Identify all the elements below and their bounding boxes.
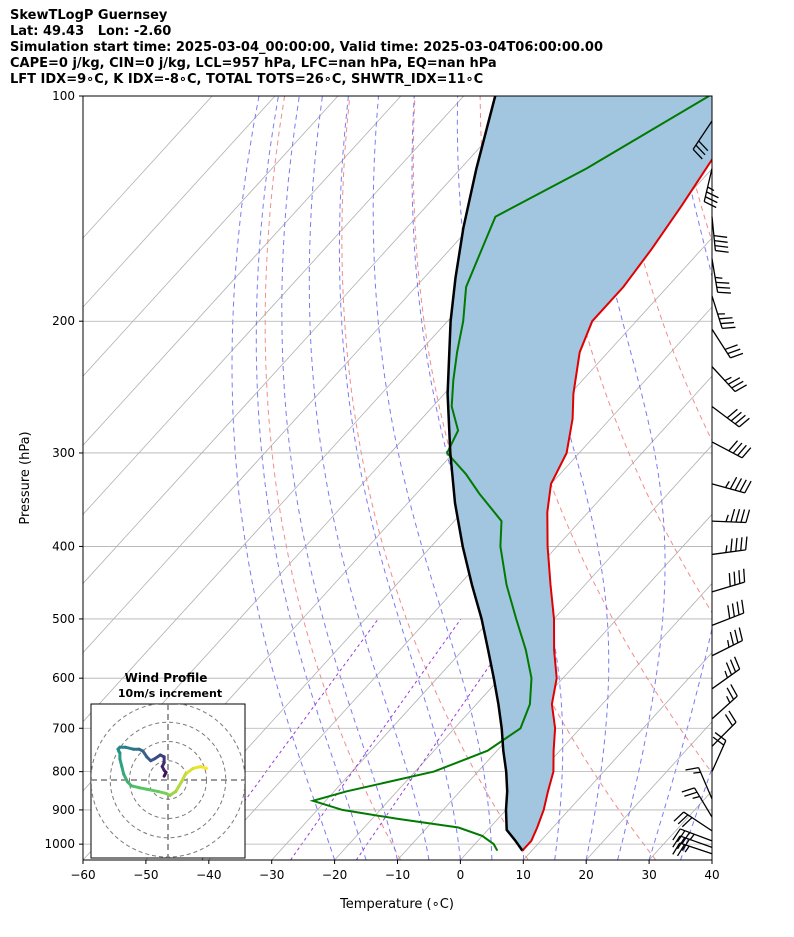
isotherm-line xyxy=(775,96,794,860)
dry-adiabat xyxy=(741,96,794,860)
y-tick-label: 700 xyxy=(52,721,75,735)
y-tick-label: 900 xyxy=(52,803,75,817)
isotherm-line xyxy=(523,652,712,860)
moist-adiabat xyxy=(255,96,367,860)
moist-adiabat xyxy=(281,96,398,860)
parcel-path-line xyxy=(446,96,524,852)
hodograph-trace-segment xyxy=(183,766,195,776)
y-axis-label: Pressure (hPa) xyxy=(18,431,33,524)
x-tick-label: 30 xyxy=(641,868,656,882)
x-tick-label: −10 xyxy=(385,868,410,882)
wind-barb xyxy=(711,656,741,690)
y-tick-label: 600 xyxy=(52,671,75,685)
x-tick-label: −60 xyxy=(70,868,95,882)
moist-adiabat xyxy=(648,96,712,860)
dry-adiabat xyxy=(544,96,712,614)
isotherm-line xyxy=(334,444,712,860)
hodograph-subtitle: 10m/s increment xyxy=(118,687,222,700)
background-lines xyxy=(83,96,794,860)
wind-barb xyxy=(711,627,744,657)
wind-barb xyxy=(685,767,713,800)
wind-barb xyxy=(692,120,713,160)
wind-barb xyxy=(711,328,744,359)
isotherm-line xyxy=(585,721,712,860)
wind-barb xyxy=(711,366,747,393)
isotherm-line xyxy=(208,306,712,860)
y-tick-label: 500 xyxy=(52,612,75,626)
indices-line-1: CAPE=0 j/kg, CIN=0 j/kg, LCL=957 hPa, LF… xyxy=(10,56,497,71)
x-tick-label: −50 xyxy=(133,868,158,882)
moist-adiabat xyxy=(308,96,430,860)
y-tick-label: 1000 xyxy=(44,837,75,851)
wind-barbs xyxy=(672,120,752,857)
y-tick-label: 800 xyxy=(52,765,75,779)
isotherm-line xyxy=(460,582,712,860)
x-tick-label: −30 xyxy=(259,868,284,882)
x-tick-label: −40 xyxy=(196,868,221,882)
moist-adiabat xyxy=(580,96,666,860)
wind-barb xyxy=(711,536,748,556)
wind-barb xyxy=(703,168,719,209)
wind-barb xyxy=(672,828,713,844)
dry-adiabat xyxy=(412,96,657,860)
hodograph-trace-segment xyxy=(174,780,183,794)
mixing-ratio-line xyxy=(290,618,462,860)
isotherm-line xyxy=(83,96,465,515)
wind-barb xyxy=(673,811,713,832)
x-axis-label: Temperature (∘C) xyxy=(339,897,454,912)
x-tick-label: 10 xyxy=(516,868,531,882)
hodograph-trace-segment xyxy=(162,770,168,778)
dry-adiabat xyxy=(675,96,712,243)
isotherm-line xyxy=(83,96,213,239)
moist-adiabat xyxy=(231,96,336,860)
y-tick-label: 200 xyxy=(52,314,75,328)
x-tick-label: −20 xyxy=(322,868,347,882)
wind-barb xyxy=(711,258,731,294)
x-tick-label: 0 xyxy=(457,868,465,882)
y-tick-label: 400 xyxy=(52,539,75,553)
wind-barb xyxy=(711,440,752,459)
indices-line-2: LFT IDX=9∘C, K IDX=-8∘C, TOTAL TOTS=26∘C… xyxy=(10,72,484,87)
y-tick-label: 300 xyxy=(52,446,75,460)
chart-header: SkewTLogP Guernsey Lat: 49.43 Lon: -2.60… xyxy=(10,8,603,88)
hodograph: Wind Profile 10m/s increment xyxy=(90,671,246,859)
wind-barb xyxy=(711,295,736,329)
x-tick-label: 40 xyxy=(704,868,719,882)
hodograph-trace-segment xyxy=(137,786,151,792)
moist-adiabat xyxy=(680,766,712,860)
dry-adiabat xyxy=(264,96,402,860)
time-line: Simulation start time: 2025-03-04_00:00:… xyxy=(10,40,603,55)
isotherm-line xyxy=(271,375,712,860)
y-tick-label: 100 xyxy=(52,89,75,103)
wind-barb xyxy=(711,568,746,593)
wind-barb xyxy=(711,476,752,494)
dewpoint-line xyxy=(309,96,710,852)
location-line: Lat: 49.43 Lon: -2.60 xyxy=(10,24,172,39)
moist-adiabat xyxy=(338,96,461,860)
x-axis: −60 −50 −40 −30 −20 −10 0 10 20 30 40 xyxy=(70,860,720,882)
isotherm-line xyxy=(83,96,276,308)
wind-barb xyxy=(711,684,738,720)
wind-barb xyxy=(711,508,751,524)
cin-shading xyxy=(447,96,712,851)
sounding-profiles xyxy=(309,96,712,852)
wind-barb xyxy=(711,732,727,772)
hodograph-title: Wind Profile xyxy=(125,671,208,685)
hodograph-trace-segment xyxy=(147,788,160,794)
moist-adiabat xyxy=(372,96,493,860)
x-tick-label: 20 xyxy=(579,868,594,882)
chart-title: SkewTLogP Guernsey xyxy=(10,8,168,23)
temperature-line xyxy=(521,157,712,852)
wind-barb xyxy=(681,787,713,818)
isotherm-line xyxy=(83,96,339,377)
wind-barb xyxy=(711,599,745,626)
wind-barb xyxy=(711,216,729,253)
wind-barb xyxy=(711,405,750,428)
wind-barb xyxy=(711,710,737,747)
dry-adiabat xyxy=(479,96,712,774)
isotherm-line xyxy=(83,96,527,585)
y-axis: 100 200 300 400 500 600 700 800 900 1000 xyxy=(44,89,83,851)
